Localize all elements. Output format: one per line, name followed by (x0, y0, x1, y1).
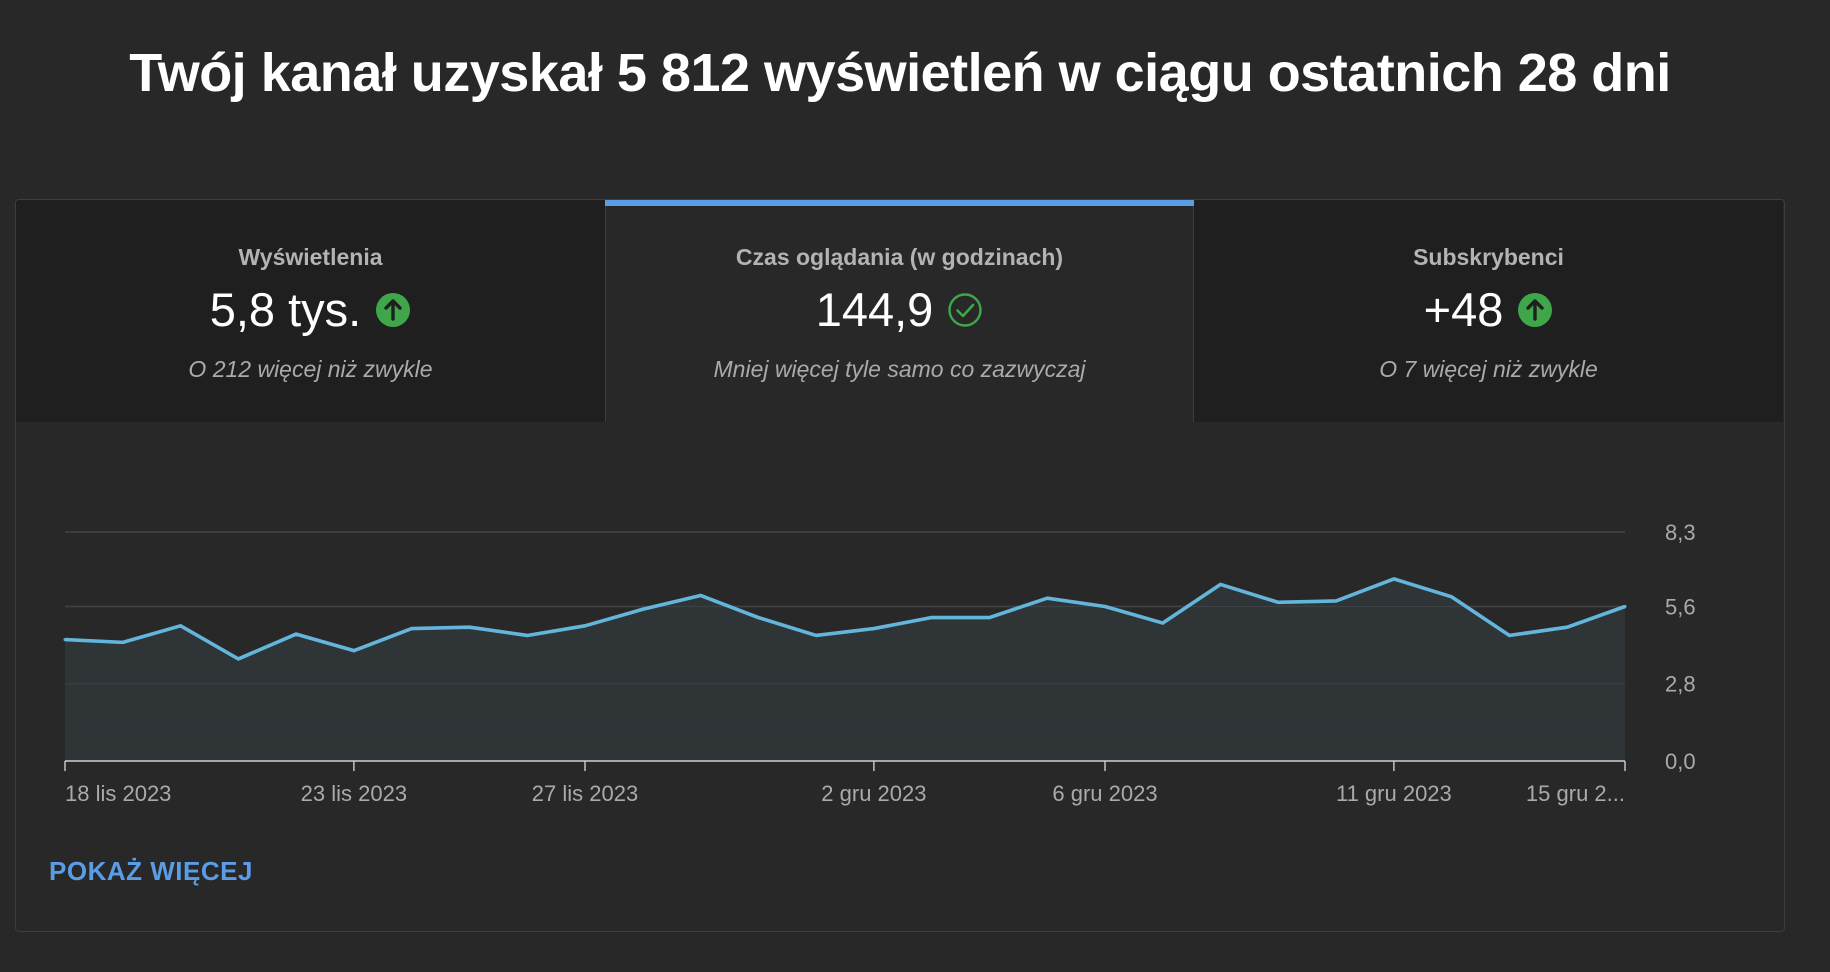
x-tick-label: 27 lis 2023 (532, 781, 638, 806)
data-point (1334, 599, 1338, 603)
data-point (1450, 595, 1454, 599)
watch-time-chart: 0,0 2,8 5,6 8,3 18 lis 2023 23 lis 2023 27 lis… (16, 422, 1784, 931)
data-point (1045, 596, 1049, 600)
data-point (699, 593, 703, 597)
data-point (1219, 582, 1223, 586)
x-tick-label: 18 lis 2023 (65, 781, 171, 806)
analytics-card: Wyświetlenia 5,8 tys. O 212 więcej niż z… (15, 199, 1785, 932)
tab-value: 5,8 tys. (209, 283, 362, 336)
data-point (872, 627, 876, 631)
data-point (641, 607, 645, 611)
series-line (64, 577, 1626, 661)
data-point (63, 638, 67, 642)
data-point (179, 624, 183, 628)
x-tick-label: 6 gru 2023 (1052, 781, 1157, 806)
check-circle-icon (947, 292, 983, 328)
arrow-up-icon (375, 292, 411, 328)
tab-title: Wyświetlenia (238, 244, 383, 270)
data-point (410, 627, 414, 631)
data-point (294, 632, 298, 636)
data-point (756, 616, 760, 620)
data-point (1161, 621, 1165, 625)
x-tick-label: 11 gru 2023 (1336, 781, 1452, 806)
x-tick-label: 23 lis 2023 (301, 781, 407, 806)
data-point (525, 633, 529, 637)
y-tick-label: 0,0 (1665, 749, 1696, 774)
data-point (236, 657, 240, 661)
data-point (1276, 600, 1280, 604)
chart-svg: 0,0 2,8 5,6 8,3 18 lis 2023 23 lis 2023 27 lis… (63, 520, 1696, 806)
metric-tabs: Wyświetlenia 5,8 tys. O 212 więcej niż z… (16, 200, 1784, 422)
tab-comparison: O 7 więcej niż zwykle (1379, 356, 1598, 382)
data-point (467, 625, 471, 629)
data-point (1507, 633, 1511, 637)
data-point (1103, 604, 1107, 608)
show-more-button[interactable]: POKAŻ WIĘCEJ (49, 856, 253, 886)
tab-views[interactable]: Wyświetlenia 5,8 tys. O 212 więcej niż z… (16, 200, 605, 422)
y-tick-label: 5,6 (1665, 594, 1696, 619)
tab-comparison: Mniej więcej tyle samo co zazwyczaj (713, 356, 1086, 382)
x-tick-label: 2 gru 2023 (821, 781, 926, 806)
series-area (65, 578, 1625, 761)
tab-title: Czas oglądania (w godzinach) (735, 244, 1064, 270)
data-point (987, 616, 991, 620)
y-tick-label: 2,8 (1665, 672, 1696, 697)
tab-value: 144,9 (815, 283, 934, 336)
arrow-up-icon (1517, 292, 1553, 328)
tab-comparison: O 212 więcej niż zwykle (188, 356, 433, 382)
data-point (121, 640, 125, 644)
data-point (1392, 577, 1396, 581)
data-point (583, 624, 587, 628)
data-point (930, 616, 934, 620)
tab-value: +48 (1423, 283, 1504, 336)
data-point (1565, 625, 1569, 629)
data-point (1623, 604, 1627, 608)
page-title: Twój kanał uzyskał 5 812 wyświetleń w ci… (129, 43, 1671, 103)
tab-subscribers[interactable]: Subskrybenci +48 O 7 więcej niż zwykle (1194, 200, 1783, 422)
y-tick-label: 8,3 (1665, 520, 1696, 545)
x-tick-label: 15 gru 2... (1526, 781, 1625, 806)
tab-title: Subskrybenci (1413, 244, 1564, 270)
data-point (352, 649, 356, 653)
tab-watch-time[interactable]: Czas oglądania (w godzinach) 144,9 Mniej… (605, 200, 1194, 422)
data-point (814, 633, 818, 637)
